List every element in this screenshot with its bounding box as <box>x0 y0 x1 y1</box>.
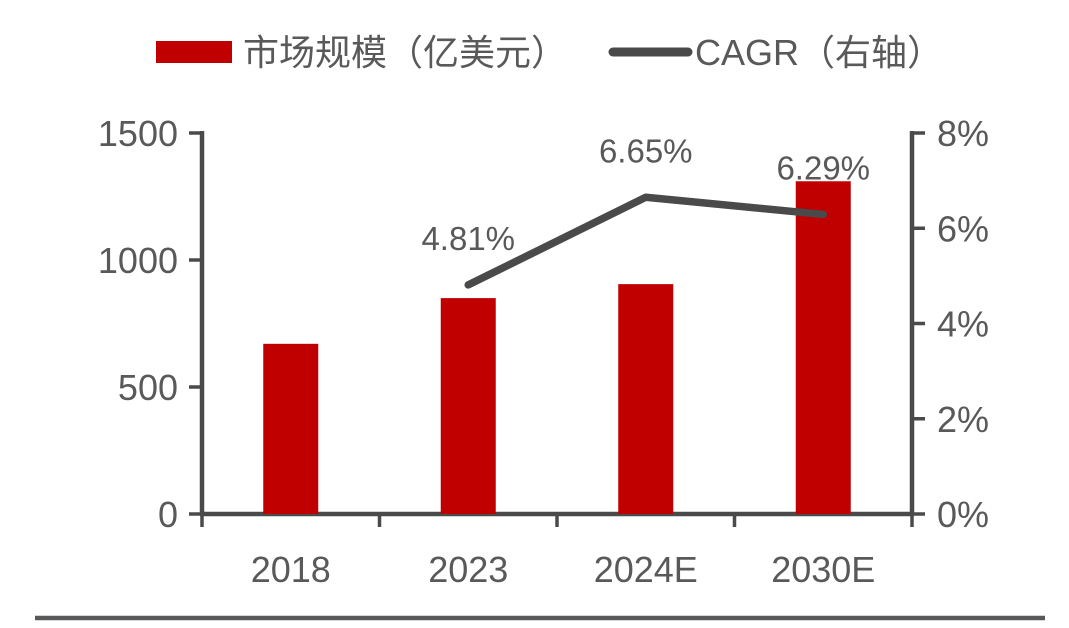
bar-2018 <box>263 343 319 514</box>
left-axis-tick-label: 1500 <box>98 113 178 154</box>
right-axis-tick-label: 0% <box>937 494 989 535</box>
chart-legend: 市场规模（亿美元） CAGR（右轴） <box>156 32 943 73</box>
bar-series <box>263 181 851 514</box>
bar-2024E <box>618 284 674 514</box>
legend-bar-swatch <box>156 41 232 63</box>
legend-line-label: CAGR（右轴） <box>695 32 943 73</box>
right-axis-tick-label: 8% <box>937 113 989 154</box>
x-category-label: 2030E <box>771 549 875 590</box>
cagr-point-label: 6.29% <box>776 149 870 186</box>
right-axis-tick-label: 2% <box>937 399 989 440</box>
x-category-label: 2024E <box>594 549 698 590</box>
right-axis-tick-label: 6% <box>937 208 989 249</box>
line-point-labels: 4.81% 6.65% 6.29% <box>421 132 870 257</box>
cagr-point-label: 4.81% <box>421 220 515 257</box>
right-axis-tick-label: 4% <box>937 304 989 345</box>
cagr-polyline <box>464 193 827 289</box>
cagr-point-label: 6.65% <box>599 132 693 169</box>
x-category-label: 2018 <box>251 549 331 590</box>
left-axis-tick-label: 0 <box>158 494 178 535</box>
x-category-label: 2023 <box>428 549 508 590</box>
left-axis-tick-label: 500 <box>118 367 178 408</box>
legend-bar-label: 市场规模（亿美元） <box>243 32 567 73</box>
left-axis-tick-label: 1000 <box>98 240 178 281</box>
bar-2023 <box>440 298 496 514</box>
axes: 0 500 1000 1500 0% 2% 4% 6% 8% 2018 2023 2024E 2030E <box>98 113 989 590</box>
line-series <box>464 193 827 289</box>
bar-2030E <box>795 181 851 514</box>
